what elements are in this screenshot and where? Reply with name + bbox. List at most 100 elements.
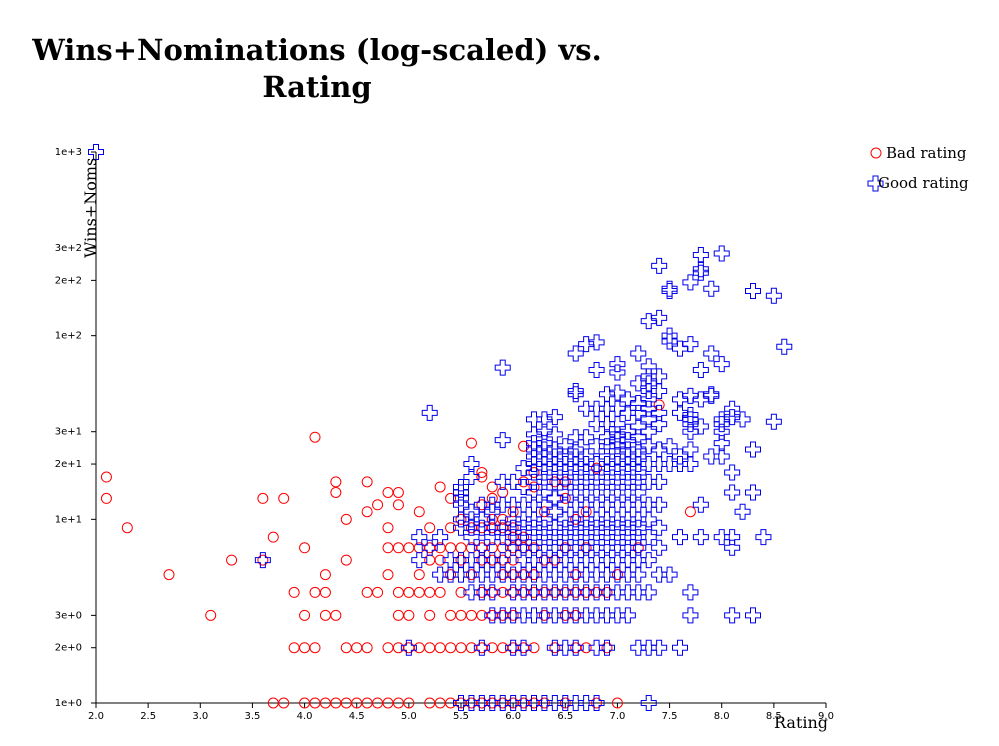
good-rating-point	[484, 584, 501, 601]
bad-rating-point	[340, 642, 352, 654]
good-rating-point	[682, 441, 699, 458]
good-rating-point	[640, 529, 657, 546]
good-rating-point	[421, 404, 438, 421]
bad-rating-point	[382, 569, 394, 581]
good-rating-point	[536, 441, 553, 458]
good-rating-point	[599, 386, 615, 403]
bad-rating-point	[392, 586, 404, 598]
good-rating-point	[692, 264, 709, 281]
good-rating-point	[421, 539, 438, 556]
y-tick-label: 2e+2	[55, 275, 82, 286]
bad-rating-point	[330, 476, 342, 488]
bad-rating-point	[570, 586, 582, 598]
bad-rating-point	[445, 609, 457, 621]
good-rating-point	[526, 519, 542, 536]
x-tick-label: 7.0	[609, 711, 625, 722]
bad-rating-point	[330, 609, 342, 621]
bad-rating-point	[121, 522, 133, 534]
y-tick-label: 1e+2	[55, 331, 82, 342]
bad-rating-point	[476, 522, 488, 534]
good-rating-point	[640, 438, 657, 455]
bad-rating-point	[424, 586, 436, 598]
bad-rating-point	[100, 471, 112, 483]
bad-rating-point	[424, 554, 436, 566]
bad-rating-point	[549, 554, 561, 566]
good-rating-point	[651, 416, 668, 433]
legend-label-bad: Bad rating	[886, 144, 967, 162]
good-rating-point	[567, 529, 584, 546]
bad-rating-point	[226, 554, 238, 566]
y-tick-label: 1e+1	[55, 514, 82, 525]
good-rating-point	[651, 639, 668, 656]
y-axis-label: Wins+Noms	[81, 158, 100, 258]
good-rating-point	[672, 391, 688, 408]
bad-rating-point	[528, 642, 540, 654]
bad-rating-point	[559, 492, 571, 504]
bad-rating-point	[559, 586, 571, 598]
bad-rating-point	[392, 642, 404, 654]
bad-rating-point	[591, 462, 603, 474]
bad-rating-point	[507, 569, 519, 581]
ticks: 2.0 2.5 3.0 3.5 4.0 4.5 5.0 5.5 6.0 6.5 7.0 7.5 8.0 8…	[55, 147, 834, 722]
good-rating-point	[630, 345, 647, 362]
good-rating-point	[588, 511, 605, 528]
good-rating-point	[567, 345, 584, 362]
bad-rating-point	[299, 542, 311, 554]
good-rating-point	[526, 441, 542, 458]
bad-rating-point	[465, 569, 477, 581]
good-rating-point	[630, 404, 647, 421]
bad-rating-point	[476, 471, 488, 483]
bad-rating-point	[330, 486, 342, 498]
good-rating-point	[640, 584, 657, 601]
good-rating-point	[567, 639, 584, 656]
bad-rating-point	[497, 642, 509, 654]
good-rating-point	[609, 384, 626, 401]
good-rating-point	[588, 416, 605, 433]
bad-rating-point	[476, 499, 488, 511]
bad-rating-point	[486, 609, 498, 621]
bad-rating-point	[653, 399, 665, 411]
good-rating-point	[703, 386, 720, 403]
series-bad-rating	[100, 399, 696, 709]
y-tick-label: 1e+0	[55, 698, 82, 709]
good-rating-point	[651, 539, 668, 556]
good-rating-point	[640, 358, 657, 375]
bad-rating-point	[403, 542, 415, 554]
good-rating-point	[640, 695, 657, 711]
bad-rating-point	[445, 569, 457, 581]
bad-rating-point	[267, 531, 279, 543]
good-rating-point	[619, 519, 636, 536]
good-rating-point	[453, 478, 469, 495]
bad-rating-point	[486, 554, 498, 566]
good-rating-point	[630, 566, 647, 583]
good-rating-point	[578, 429, 595, 446]
good-rating-point	[703, 280, 720, 297]
good-rating-point	[651, 519, 668, 536]
bad-rating-point	[434, 481, 446, 493]
good-rating-point	[672, 340, 688, 357]
bad-rating-point	[465, 522, 477, 534]
good-rating-point	[599, 529, 615, 546]
bad-rating-point	[413, 569, 425, 581]
good-rating-point	[536, 435, 553, 452]
good-rating-point	[692, 362, 709, 379]
good-rating-point	[411, 529, 428, 546]
good-rating-point	[651, 404, 668, 421]
good-rating-point	[724, 464, 741, 481]
x-tick-label: 4.5	[349, 711, 365, 722]
x-tick-label: 8.5	[766, 711, 782, 722]
good-rating-point	[630, 394, 647, 411]
bad-rating-point	[455, 586, 467, 598]
bad-rating-point	[455, 542, 467, 554]
good-rating-point	[515, 639, 532, 656]
good-rating-point	[672, 639, 688, 656]
bad-rating-point	[518, 569, 530, 581]
good-rating-point	[692, 246, 709, 263]
bad-rating-point	[455, 642, 467, 654]
y-tick-label: 2e+1	[55, 459, 82, 470]
bad-rating-point	[507, 522, 519, 534]
good-rating-point	[599, 473, 615, 490]
good-rating-point	[672, 529, 688, 546]
good-rating-point	[640, 391, 657, 408]
x-tick-label: 2.5	[140, 711, 156, 722]
